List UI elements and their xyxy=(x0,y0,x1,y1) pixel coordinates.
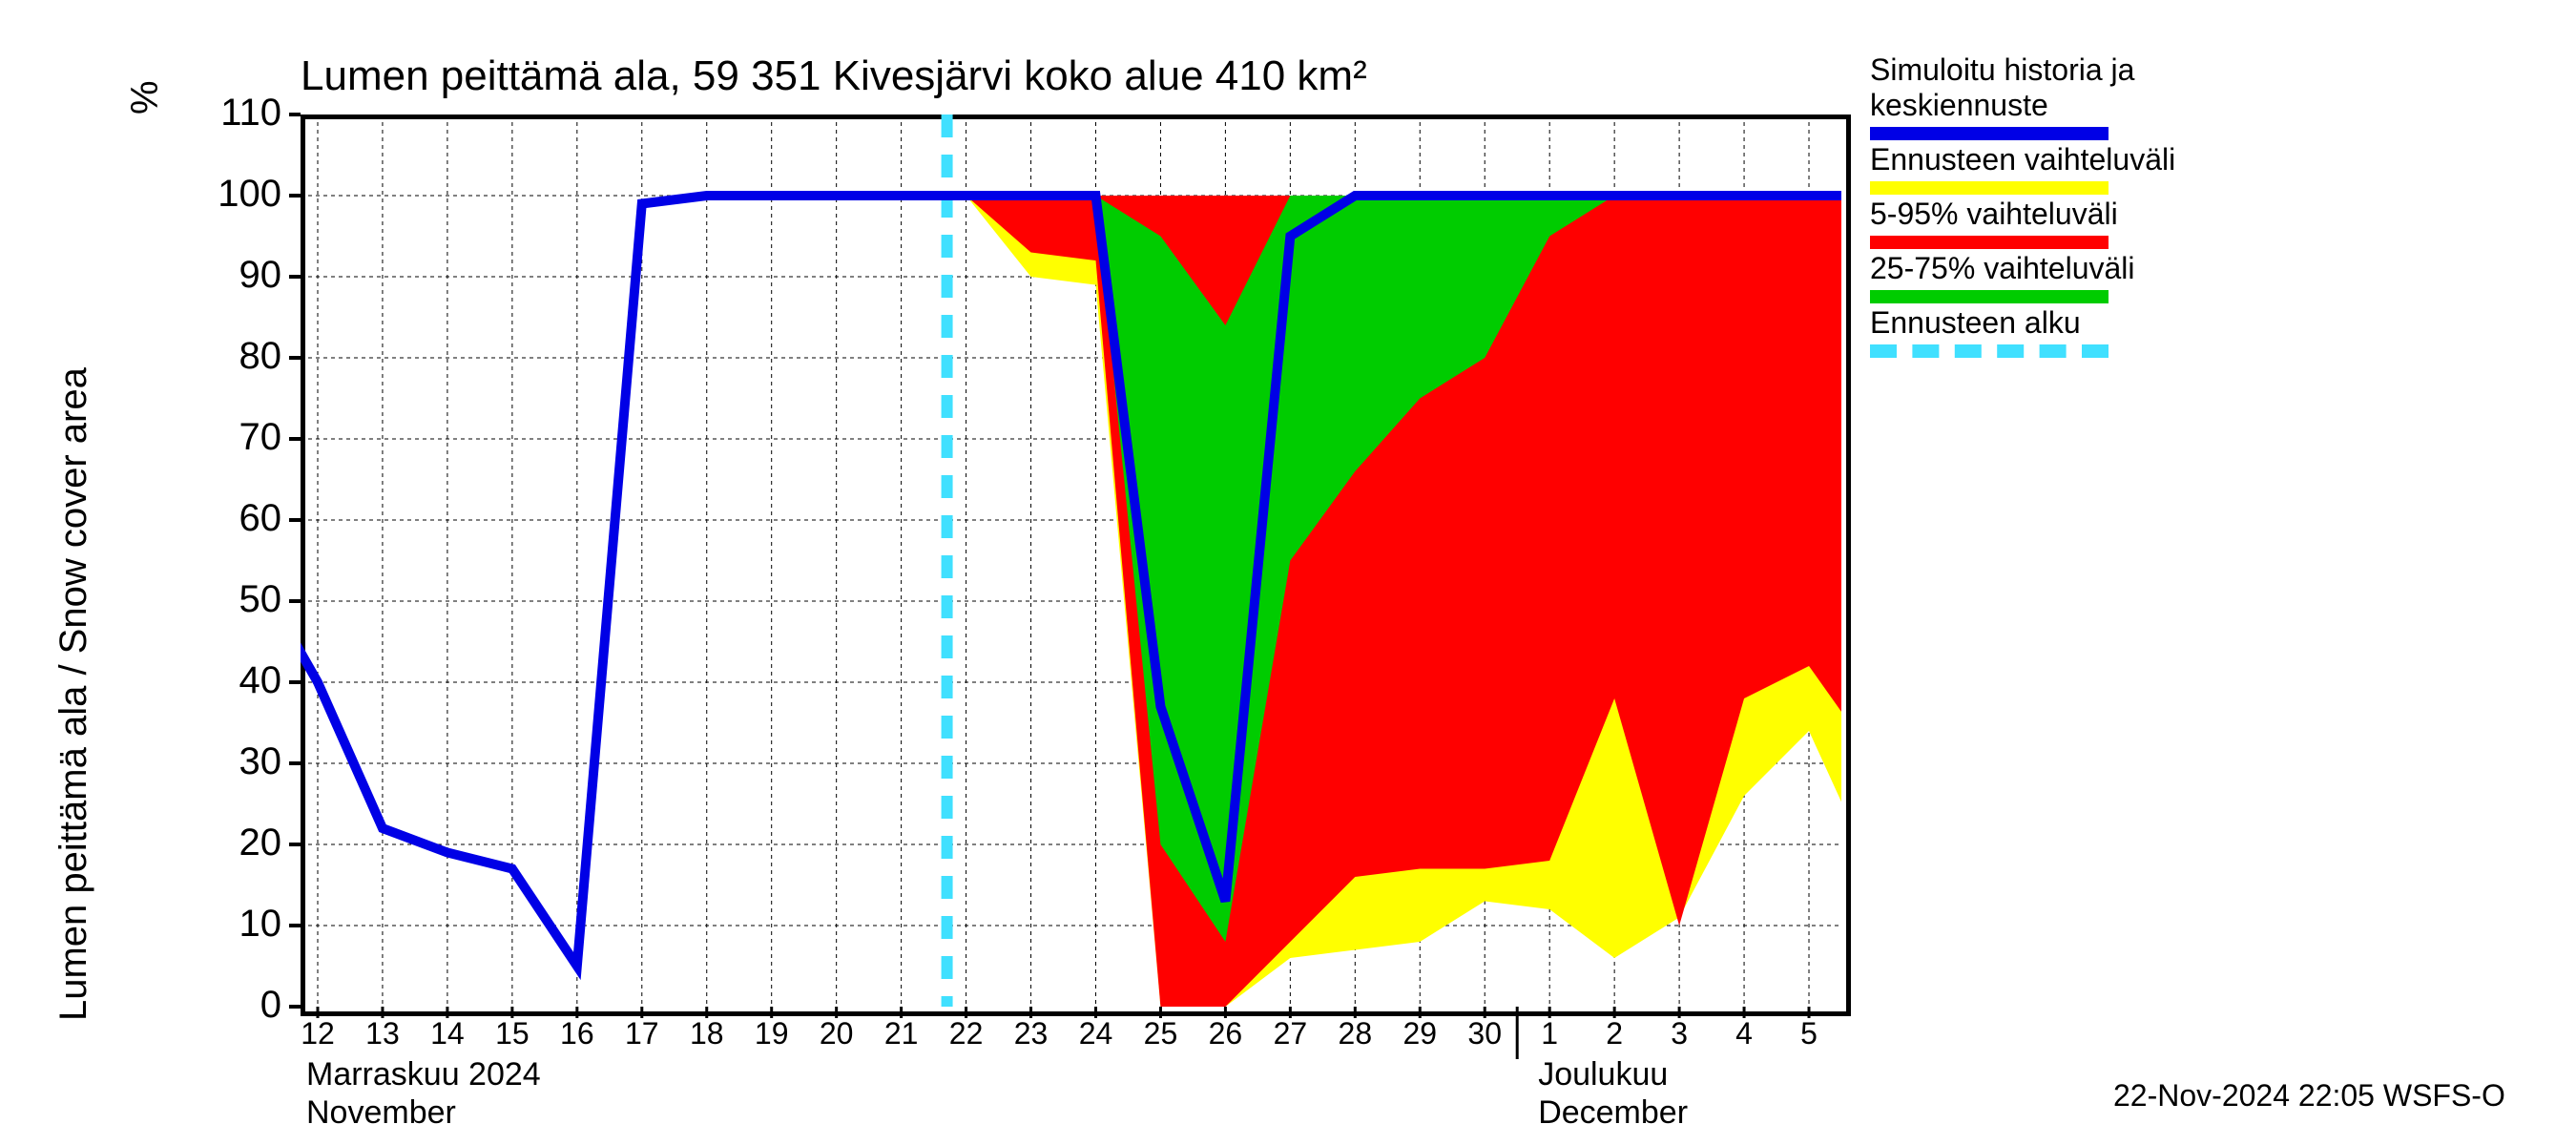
legend-swatch xyxy=(1870,181,2109,195)
x-tick-label: 27 xyxy=(1274,1016,1308,1051)
y-tick-label: 100 xyxy=(205,173,281,216)
x-tick-label: 12 xyxy=(301,1016,335,1051)
y-tick-label: 90 xyxy=(205,254,281,297)
x-tick-label: 15 xyxy=(495,1016,530,1051)
y-tick-label: 50 xyxy=(205,578,281,621)
x-tick-label: 24 xyxy=(1079,1016,1113,1051)
y-tick-label: 10 xyxy=(205,903,281,946)
legend-item: 25-75% vaihteluväli xyxy=(1870,251,2175,303)
x-tick-label: 25 xyxy=(1144,1016,1178,1051)
x-tick-label: 17 xyxy=(625,1016,659,1051)
x-month-label-en: December xyxy=(1538,1094,1688,1132)
legend-label: keskiennuste xyxy=(1870,88,2175,123)
x-tick-label: 22 xyxy=(949,1016,984,1051)
y-tick-label: 80 xyxy=(205,335,281,378)
legend-swatch xyxy=(1870,344,2109,358)
x-tick-label: 1 xyxy=(1541,1016,1558,1051)
x-tick-label: 23 xyxy=(1014,1016,1049,1051)
legend-item: Ennusteen vaihteluväli xyxy=(1870,142,2175,195)
legend-item: Ennusteen alku xyxy=(1870,305,2175,358)
x-tick-label: 18 xyxy=(690,1016,724,1051)
footer-timestamp: 22-Nov-2024 22:05 WSFS-O xyxy=(2113,1078,2505,1114)
x-tick-label: 4 xyxy=(1735,1016,1753,1051)
legend-label: Ennusteen alku xyxy=(1870,305,2175,341)
x-tick-label: 14 xyxy=(430,1016,465,1051)
x-tick-label: 20 xyxy=(820,1016,854,1051)
x-month-label: Joulukuu xyxy=(1538,1056,1668,1093)
x-tick-label: 30 xyxy=(1467,1016,1502,1051)
legend-swatch xyxy=(1870,127,2109,140)
legend-label: Ennusteen vaihteluväli xyxy=(1870,142,2175,177)
legend-label: Simuloitu historia ja xyxy=(1870,52,2175,88)
y-tick-label: 0 xyxy=(205,984,281,1027)
x-month-label-en: November xyxy=(306,1094,456,1132)
y-tick-label: 30 xyxy=(205,740,281,783)
legend: Simuloitu historia jakeskiennusteEnnuste… xyxy=(1870,52,2175,360)
x-tick-label: 2 xyxy=(1606,1016,1623,1051)
x-tick-label: 13 xyxy=(365,1016,400,1051)
legend-label: 25-75% vaihteluväli xyxy=(1870,251,2175,286)
x-tick-label: 29 xyxy=(1402,1016,1437,1051)
x-tick-label: 21 xyxy=(884,1016,919,1051)
chart-svg xyxy=(0,0,2576,1145)
x-tick-label: 16 xyxy=(560,1016,594,1051)
y-tick-label: 70 xyxy=(205,416,281,459)
legend-item: Simuloitu historia jakeskiennuste xyxy=(1870,52,2175,140)
x-tick-label: 26 xyxy=(1209,1016,1243,1051)
y-tick-label: 60 xyxy=(205,497,281,540)
legend-label: 5-95% vaihteluväli xyxy=(1870,197,2175,232)
x-month-label: Marraskuu 2024 xyxy=(306,1056,541,1093)
x-tick-label: 3 xyxy=(1671,1016,1688,1051)
y-tick-label: 110 xyxy=(205,92,281,135)
legend-swatch xyxy=(1870,236,2109,249)
y-tick-label: 20 xyxy=(205,822,281,864)
legend-swatch xyxy=(1870,290,2109,303)
legend-item: 5-95% vaihteluväli xyxy=(1870,197,2175,249)
x-tick-label: 19 xyxy=(755,1016,789,1051)
x-tick-label: 28 xyxy=(1339,1016,1373,1051)
y-tick-label: 40 xyxy=(205,659,281,702)
x-tick-label: 5 xyxy=(1800,1016,1818,1051)
